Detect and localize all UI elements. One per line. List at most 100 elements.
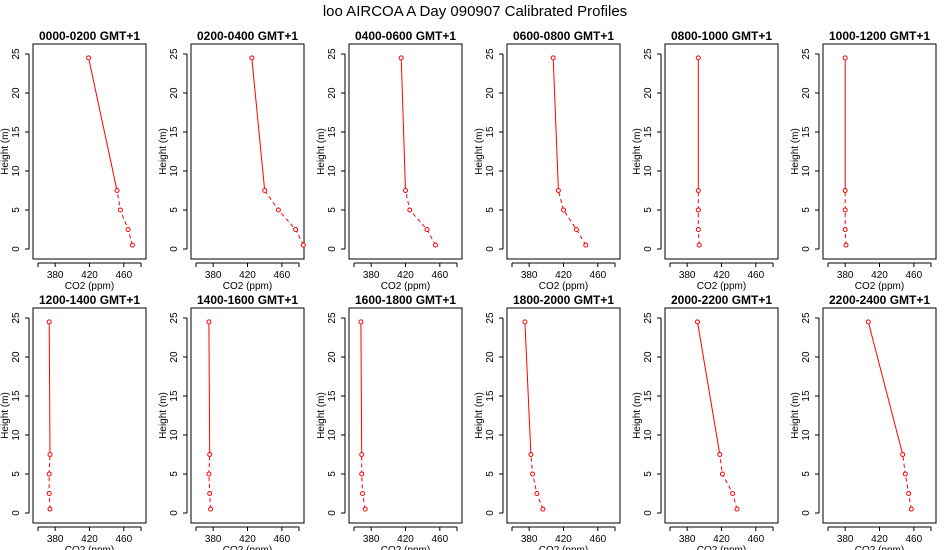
x-tick-label: 380 (679, 270, 696, 281)
profile-point (696, 242, 702, 248)
profile-point (555, 188, 561, 193)
y-tick-label: 20 (643, 351, 654, 363)
x-tick-label: 380 (679, 534, 696, 545)
y-tick-label: 5 (643, 471, 654, 477)
plot-frame (348, 43, 463, 260)
y-axis-label: Height (m) (316, 392, 327, 439)
x-tick-label: 420 (555, 534, 572, 545)
y-tick-label: 5 (643, 207, 654, 213)
profile-line-upper (697, 321, 721, 455)
y-tick-label: 20 (485, 351, 496, 363)
y-axis-label: Height (m) (474, 128, 485, 175)
profile-point (695, 319, 700, 325)
y-tick-label: 0 (801, 246, 812, 252)
profile-line-upper (552, 57, 559, 191)
profile-point (717, 452, 723, 457)
y-tick-label: 5 (801, 471, 812, 477)
x-tick-label: 420 (239, 270, 256, 281)
y-tick-label: 25 (169, 312, 180, 324)
panel-title: 0000-0200 GMT+1 (39, 29, 140, 43)
plot-frame (506, 43, 621, 260)
profile-point (206, 471, 212, 477)
profile-line-lower (719, 454, 738, 510)
profile-point (900, 452, 906, 457)
profile-point (522, 319, 528, 325)
profile-point (300, 242, 306, 248)
plot-frame (664, 307, 779, 524)
profile-line-lower (116, 190, 133, 246)
x-axis-label: CO2 (ppm) (539, 545, 588, 550)
y-tick-label: 20 (327, 87, 338, 99)
profile-point (540, 506, 546, 512)
y-tick-label: 25 (643, 48, 654, 60)
panel-title: 1400-1600 GMT+1 (197, 293, 298, 307)
y-tick-label: 25 (485, 312, 496, 324)
x-tick-label: 420 (81, 270, 98, 281)
x-tick-label: 380 (363, 534, 380, 545)
profile-point (424, 227, 430, 232)
plot-frame (664, 43, 779, 260)
y-tick-label: 0 (327, 510, 338, 516)
panel-title: 0400-0600 GMT+1 (355, 29, 456, 43)
profile-line-lower (697, 190, 700, 246)
y-tick-label: 15 (169, 390, 180, 402)
profile-point (902, 471, 908, 477)
y-tick-label: 5 (327, 207, 338, 213)
profile-point (86, 55, 92, 61)
panel-title: 0200-0400 GMT+1 (197, 29, 298, 43)
y-tick-label: 20 (11, 87, 22, 99)
x-axis-label: CO2 (ppm) (855, 545, 904, 550)
y-tick-label: 5 (11, 471, 22, 477)
y-tick-label: 25 (327, 48, 338, 60)
y-tick-label: 25 (643, 312, 654, 324)
y-tick-label: 15 (643, 390, 654, 402)
profile-point (47, 452, 53, 457)
plot-frame (348, 307, 463, 524)
y-tick-label: 20 (169, 351, 180, 363)
profile-point (46, 319, 52, 325)
profile-point (719, 471, 725, 477)
x-tick-label: 460 (273, 270, 290, 281)
x-axis-label: CO2 (ppm) (381, 545, 430, 550)
plot-frame (190, 307, 305, 524)
y-tick-label: 25 (169, 48, 180, 60)
y-tick-label: 15 (801, 126, 812, 138)
profile-point (573, 227, 579, 232)
profile-line-lower (48, 454, 51, 510)
plot-frame (32, 43, 147, 260)
y-axis-label: Height (m) (790, 128, 801, 175)
x-tick-label: 380 (521, 270, 538, 281)
y-axis-label: Height (m) (316, 128, 327, 175)
profile-line-upper (208, 321, 211, 455)
profile-point (908, 506, 914, 512)
profile-line-lower (361, 454, 366, 510)
plot-frame (32, 307, 147, 524)
panel-title: 0800-1000 GMT+1 (671, 29, 772, 43)
y-tick-label: 20 (643, 87, 654, 99)
y-axis-label: Height (m) (0, 392, 11, 439)
y-tick-label: 20 (11, 351, 22, 363)
x-tick-label: 460 (431, 534, 448, 545)
x-axis-label: CO2 (ppm) (855, 281, 904, 292)
y-tick-label: 5 (485, 207, 496, 213)
x-tick-label: 460 (115, 534, 132, 545)
y-axis-label: Height (m) (632, 128, 643, 175)
profile-point (262, 188, 268, 193)
plot-frame (822, 307, 937, 524)
profile-point (208, 506, 214, 512)
profile-point (117, 207, 123, 213)
y-tick-label: 10 (327, 165, 338, 177)
plot-frame (506, 307, 621, 524)
x-tick-label: 460 (747, 534, 764, 545)
profile-point (47, 506, 53, 512)
y-tick-label: 10 (169, 429, 180, 441)
x-tick-label: 460 (115, 270, 132, 281)
y-axis-label: Height (m) (474, 392, 485, 439)
y-tick-label: 5 (327, 471, 338, 477)
